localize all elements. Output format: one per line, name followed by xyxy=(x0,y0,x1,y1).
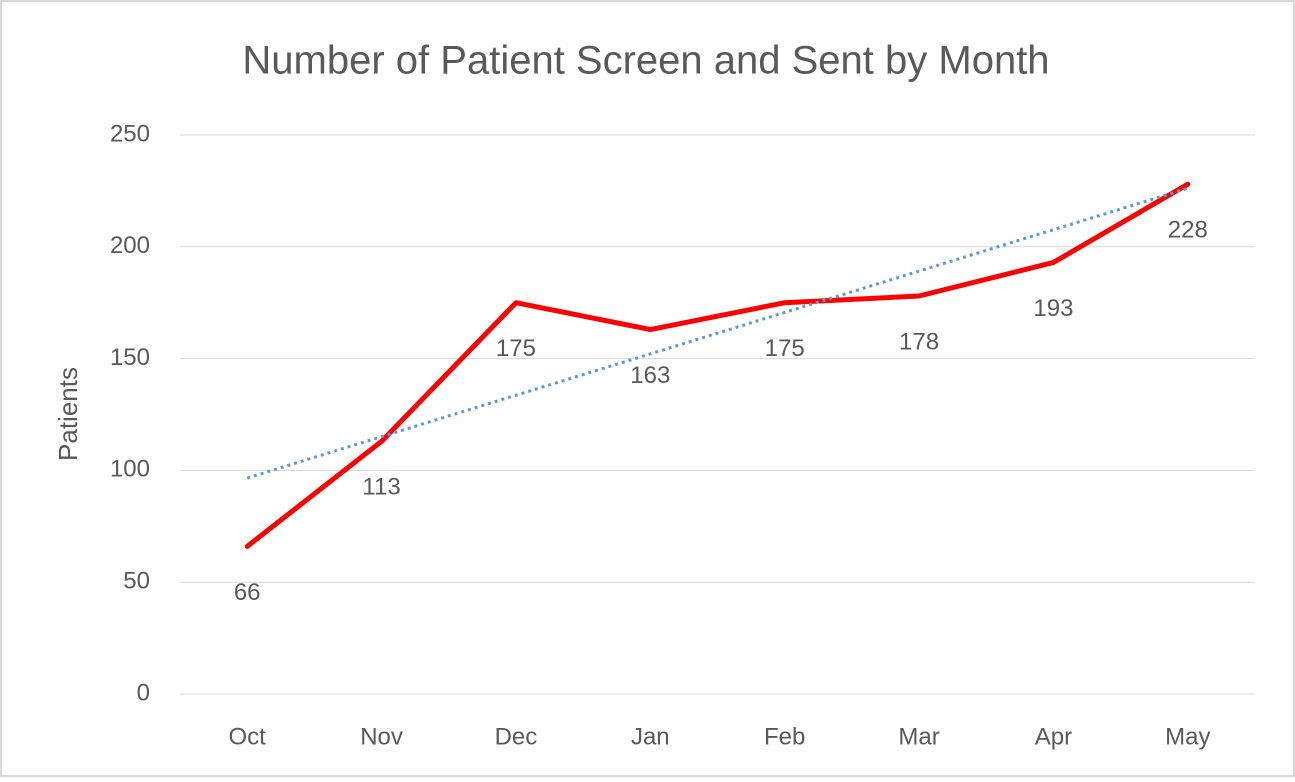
y-tick-label: 0 xyxy=(137,679,150,706)
data-label: 163 xyxy=(630,362,670,389)
data-label: 175 xyxy=(496,335,536,362)
trendline xyxy=(246,186,1189,480)
y-tick-label: 100 xyxy=(110,456,150,483)
x-tick-label: Oct xyxy=(229,723,267,750)
y-tick-label: 200 xyxy=(110,232,150,259)
y-tick-label: 150 xyxy=(110,344,150,371)
y-axis-label: Patients xyxy=(53,367,83,461)
data-label: 113 xyxy=(362,474,400,501)
data-label: 175 xyxy=(765,335,805,362)
x-tick-label: Nov xyxy=(360,723,403,750)
x-tick-label: Jan xyxy=(631,723,670,750)
y-tick-label: 50 xyxy=(123,568,150,595)
x-tick-label: May xyxy=(1165,723,1210,750)
data-label: 193 xyxy=(1033,295,1073,322)
x-tick-label: Mar xyxy=(898,723,939,750)
data-label: 66 xyxy=(234,579,261,606)
chart-title: Number of Patient Screen and Sent by Mon… xyxy=(242,39,1049,83)
line-series xyxy=(244,181,1191,549)
x-tick-label: Apr xyxy=(1035,723,1072,750)
data-label: 228 xyxy=(1168,217,1208,244)
y-tick-label: 250 xyxy=(110,120,150,147)
x-tick-label: Dec xyxy=(495,723,538,750)
data-label: 178 xyxy=(899,328,939,355)
x-tick-label: Feb xyxy=(764,723,805,750)
